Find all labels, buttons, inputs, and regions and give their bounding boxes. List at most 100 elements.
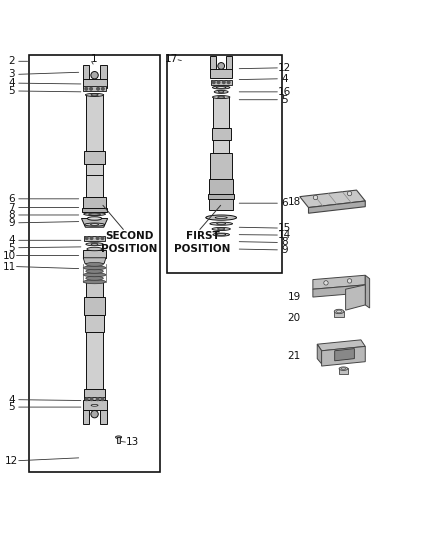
Text: 20: 20 (287, 313, 300, 323)
Text: 21: 21 (287, 351, 301, 361)
Text: 7: 7 (8, 203, 15, 213)
Ellipse shape (86, 276, 103, 280)
Text: 1: 1 (91, 54, 98, 64)
Circle shape (90, 237, 93, 239)
Bar (209, 179, 233, 195)
Bar (83, 86, 106, 92)
Circle shape (217, 81, 220, 84)
Bar (83, 251, 106, 258)
Bar (100, 65, 106, 79)
Circle shape (97, 87, 99, 90)
Bar (334, 311, 344, 317)
Text: 5: 5 (8, 86, 15, 96)
Bar (84, 151, 105, 164)
Ellipse shape (87, 247, 102, 251)
Circle shape (91, 410, 98, 418)
Bar (213, 140, 229, 153)
Ellipse shape (86, 269, 103, 273)
Ellipse shape (91, 94, 98, 96)
Polygon shape (81, 219, 108, 227)
Ellipse shape (212, 228, 230, 230)
Ellipse shape (83, 280, 106, 284)
Ellipse shape (87, 217, 102, 220)
Text: 5: 5 (8, 243, 15, 253)
Bar (84, 397, 106, 402)
Ellipse shape (336, 310, 342, 313)
Ellipse shape (88, 213, 101, 215)
Ellipse shape (218, 96, 225, 98)
Circle shape (227, 81, 230, 84)
Bar (210, 69, 232, 78)
Ellipse shape (212, 95, 230, 99)
Bar (86, 282, 103, 297)
Ellipse shape (116, 436, 122, 439)
Ellipse shape (85, 223, 105, 226)
Text: 17: 17 (164, 54, 177, 64)
Text: 4: 4 (8, 235, 15, 245)
Ellipse shape (83, 266, 106, 270)
Ellipse shape (85, 93, 104, 96)
Polygon shape (313, 285, 365, 297)
Ellipse shape (219, 91, 224, 93)
Bar (208, 195, 234, 199)
Circle shape (85, 87, 88, 90)
Circle shape (218, 62, 225, 69)
Bar (86, 400, 103, 408)
Circle shape (347, 279, 352, 283)
Ellipse shape (334, 309, 344, 313)
Ellipse shape (91, 405, 98, 406)
Ellipse shape (86, 262, 103, 266)
Polygon shape (308, 201, 365, 213)
Polygon shape (83, 258, 106, 263)
Text: 16: 16 (278, 87, 291, 97)
Bar (82, 207, 107, 212)
Text: 5: 5 (8, 402, 15, 412)
Bar (86, 175, 103, 197)
Circle shape (101, 237, 104, 239)
Ellipse shape (215, 217, 227, 219)
Bar (29, 55, 160, 472)
Circle shape (324, 281, 328, 285)
Text: 14: 14 (278, 230, 291, 240)
Circle shape (85, 398, 88, 400)
Ellipse shape (91, 224, 99, 225)
Circle shape (223, 81, 225, 84)
Circle shape (347, 191, 352, 196)
Text: 2: 2 (8, 56, 15, 66)
Circle shape (212, 81, 215, 84)
Bar (209, 199, 233, 210)
Bar (83, 197, 106, 207)
Polygon shape (365, 275, 370, 308)
Text: 4: 4 (8, 78, 15, 88)
Polygon shape (313, 275, 365, 289)
Bar (339, 368, 348, 374)
Bar (82, 400, 106, 410)
Ellipse shape (212, 86, 230, 89)
Bar (82, 79, 106, 88)
Text: 9: 9 (281, 245, 288, 255)
Circle shape (101, 398, 104, 400)
Text: 6: 6 (8, 194, 15, 204)
Polygon shape (317, 344, 321, 364)
Circle shape (102, 87, 104, 90)
Bar (210, 56, 216, 70)
Text: 12: 12 (278, 63, 291, 73)
Ellipse shape (341, 368, 346, 369)
Circle shape (90, 87, 92, 90)
Text: 11: 11 (3, 262, 16, 271)
Text: 4: 4 (281, 74, 288, 84)
Text: 8: 8 (281, 238, 288, 247)
Ellipse shape (210, 222, 233, 225)
Text: 5: 5 (281, 95, 288, 104)
Text: SECOND
POSITION: SECOND POSITION (101, 231, 158, 254)
Polygon shape (346, 285, 365, 310)
Text: 12: 12 (5, 456, 18, 466)
Circle shape (90, 398, 93, 400)
Text: 13: 13 (126, 438, 139, 448)
Bar (211, 79, 232, 85)
Text: 8: 8 (8, 210, 15, 220)
Bar (100, 410, 106, 424)
Circle shape (85, 237, 88, 239)
Ellipse shape (84, 213, 106, 216)
Bar (213, 97, 229, 128)
